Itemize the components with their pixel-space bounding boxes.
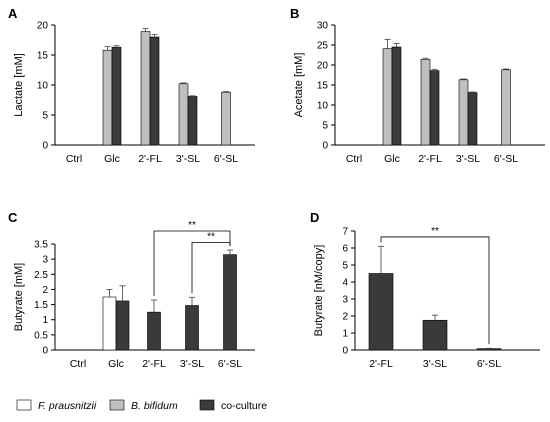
y-tick-label: 4 (342, 278, 348, 289)
x-tick-label: 2'-FL (138, 153, 162, 165)
panel-b: B 0 5 10 15 20 25 30 Acetate [mM] Ctrl Glc 2'-FL 3'-… (290, 6, 545, 165)
y-axis-label: Butyrate [nM/copy] (313, 245, 325, 337)
y-tick-label: 10 (317, 101, 329, 112)
bar (223, 254, 237, 351)
bar (429, 70, 440, 146)
bar (476, 348, 502, 351)
panel-letter: A (8, 6, 18, 21)
bar (420, 59, 431, 146)
y-tick-label: 3 (342, 295, 348, 306)
significance-label: ** (431, 226, 439, 237)
x-tick-label: 3'-SL (423, 358, 447, 370)
legend-swatch (199, 399, 215, 411)
bar (382, 48, 393, 146)
bar (391, 46, 402, 146)
panel-d: D 0 1 2 3 4 5 6 7 Butyrate [nM/copy] 2'-FL 3'-SL 6'-… (310, 210, 540, 370)
bar (140, 31, 151, 146)
y-tick-label: 25 (317, 41, 329, 52)
legend-swatch (109, 399, 125, 411)
y-tick-label: 30 (317, 21, 329, 32)
x-tick-label: Glc (108, 358, 124, 370)
x-tick-label: Glc (384, 153, 400, 165)
x-tick-label: 6'-SL (477, 358, 501, 370)
y-tick-label: 0 (322, 141, 328, 152)
bar (501, 69, 511, 146)
bar (422, 319, 448, 351)
x-tick-label: 2'-FL (369, 358, 393, 370)
panel-a: A 0 5 10 15 20 Lactate [mM] Ctrl Glc 2'-FL 3'-SL 6'… (8, 6, 255, 165)
y-tick-label: 5 (322, 121, 328, 132)
y-tick-label: 20 (37, 21, 49, 32)
significance-label: ** (188, 220, 196, 231)
bar (102, 296, 117, 351)
y-axis-label: Butyrate [mM] (13, 263, 25, 331)
y-tick-label: 2 (342, 312, 348, 323)
x-tick-label: 3'-SL (176, 153, 200, 165)
bar (115, 300, 130, 351)
bar (368, 273, 394, 351)
y-tick-label: 1 (42, 315, 48, 326)
y-tick-label: 1.5 (34, 300, 48, 311)
y-tick-label: 0 (42, 141, 48, 152)
x-tick-label: 6'-SL (214, 153, 238, 165)
x-tick-label: 2'-FL (142, 358, 166, 370)
y-tick-label: 3 (42, 255, 48, 266)
x-tick-label: Ctrl (66, 153, 82, 165)
bar (187, 96, 198, 146)
y-tick-label: 3.5 (34, 240, 48, 251)
bar (149, 36, 160, 146)
y-tick-label: 15 (317, 81, 329, 92)
y-tick-label: 7 (342, 227, 348, 238)
y-tick-label: 20 (317, 61, 329, 72)
y-tick-label: 0 (42, 346, 48, 357)
legend-label: co-culture (221, 400, 267, 412)
x-tick-label: 6'-SL (494, 153, 518, 165)
x-tick-label: 3'-SL (180, 358, 204, 370)
x-tick-label: 2'-FL (418, 153, 442, 165)
panel-letter: D (310, 210, 319, 225)
x-tick-label: 6'-SL (218, 358, 242, 370)
y-tick-label: 5 (42, 111, 48, 122)
y-tick-label: 2 (42, 285, 48, 296)
x-tick-label: Glc (104, 153, 120, 165)
bar (147, 311, 161, 351)
bar (102, 49, 113, 146)
y-tick-label: 0.5 (34, 330, 48, 341)
bar (185, 305, 199, 351)
significance-label: ** (207, 231, 215, 242)
y-axis-label: Lactate [mM] (13, 53, 25, 117)
x-tick-label: Ctrl (70, 358, 86, 370)
y-tick-label: 5 (342, 261, 348, 272)
y-tick-label: 1 (342, 329, 348, 340)
legend-label: F. prausnitzii (38, 400, 97, 412)
significance-bracket (380, 236, 490, 345)
bar (221, 91, 231, 146)
x-tick-label: 3'-SL (456, 153, 480, 165)
y-tick-label: 6 (342, 244, 348, 255)
bar (111, 46, 122, 146)
legend-label: B. bifidum (131, 400, 178, 412)
x-tick-label: Ctrl (346, 153, 362, 165)
y-axis-label: Acetate [mM] (293, 53, 305, 118)
bar (467, 92, 478, 146)
y-tick-label: 0 (342, 346, 348, 357)
bar (178, 83, 189, 146)
bar (458, 79, 469, 146)
panel-letter: B (290, 6, 299, 21)
panel-c: C 0 0.5 1 1.5 2 2.5 3 3.5 Butyrate [mM] Ctrl Glc 2'-… (8, 210, 255, 370)
legend-swatch (16, 399, 32, 411)
panel-letter: C (8, 210, 18, 225)
significance-bracket (153, 230, 231, 297)
y-tick-label: 2.5 (34, 270, 48, 281)
legend: F. prausnitzii B. bifidum co-culture (16, 399, 267, 412)
y-tick-label: 10 (37, 81, 49, 92)
y-tick-label: 15 (37, 51, 49, 62)
significance-bracket (191, 242, 231, 294)
